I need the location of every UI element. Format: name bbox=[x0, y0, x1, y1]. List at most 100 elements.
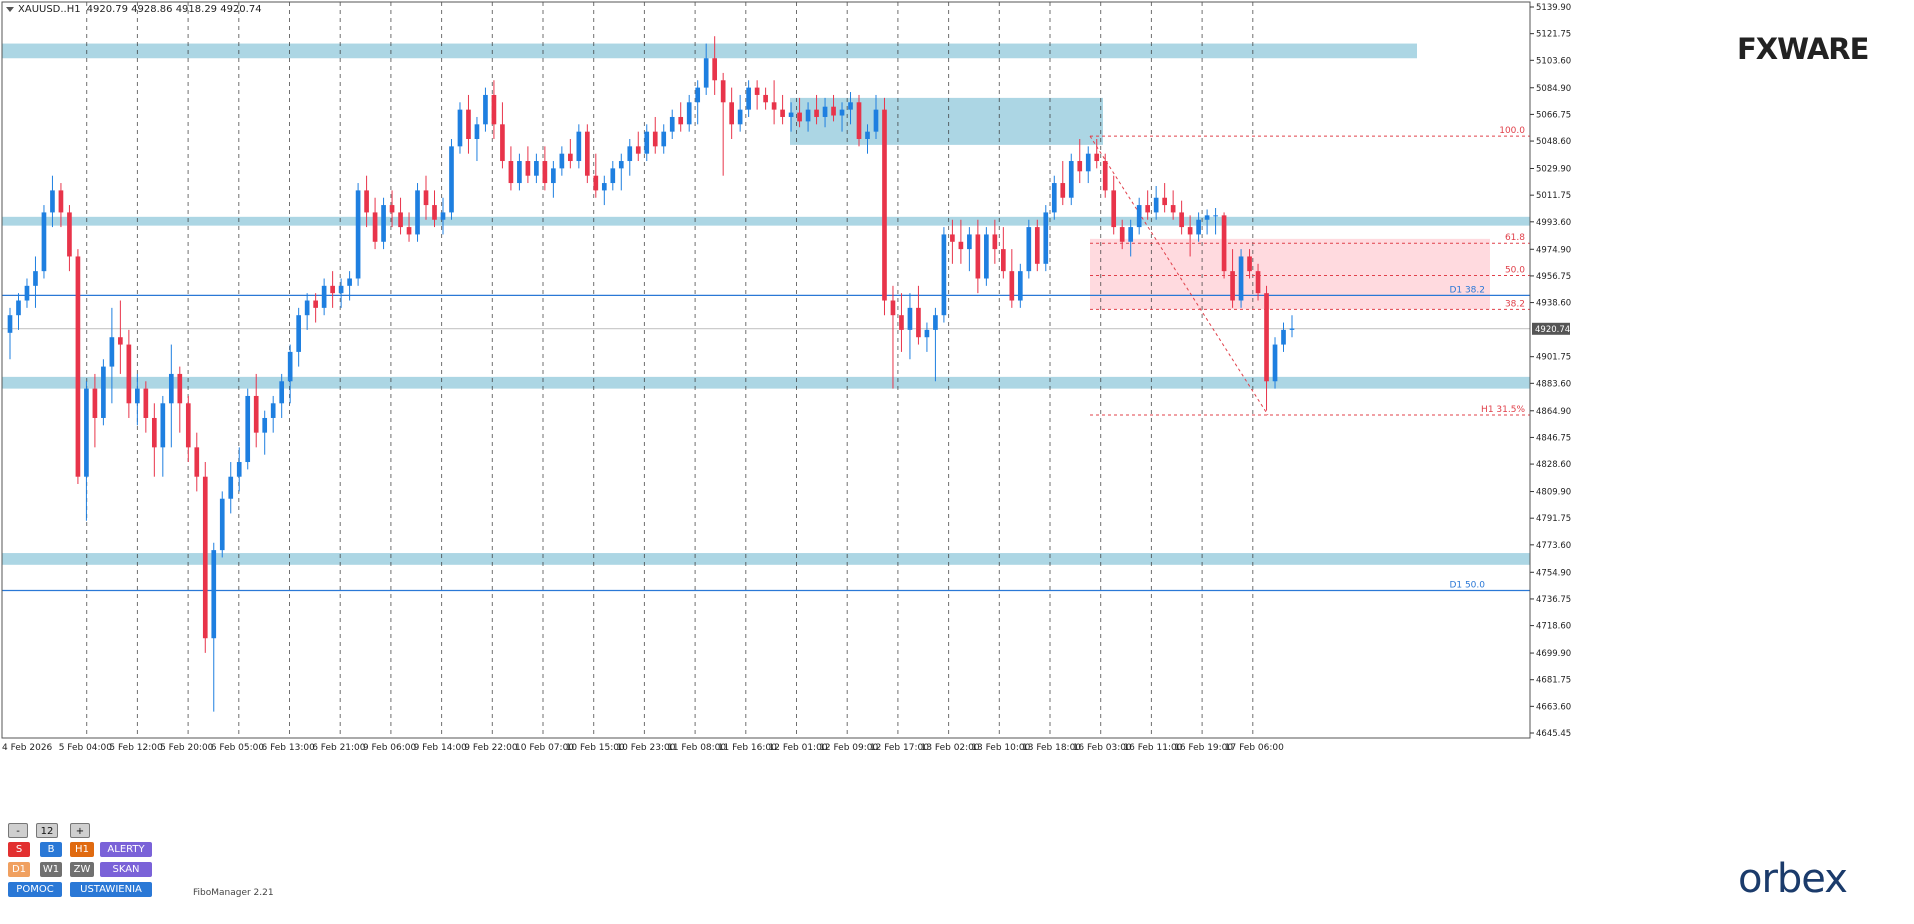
alerts-button[interactable]: ALERTY bbox=[100, 842, 152, 857]
candle-body-63 bbox=[542, 161, 548, 184]
h1-button[interactable]: H1 bbox=[70, 842, 94, 857]
fxware-logo: FXWARE bbox=[1737, 32, 1869, 66]
candle-body-54 bbox=[466, 109, 471, 139]
x-tick-label: 12 Feb 01:00 bbox=[769, 743, 828, 753]
y-tick-label: 4956.75 bbox=[1536, 272, 1571, 282]
scan-button[interactable]: SKAN bbox=[100, 862, 152, 877]
collapse-triangle-icon[interactable] bbox=[6, 6, 14, 12]
candle-body-84 bbox=[720, 80, 726, 103]
candle-body-15 bbox=[135, 388, 140, 404]
fib-level-label: 38.2 bbox=[1505, 299, 1525, 309]
decrease-button[interactable]: - bbox=[8, 823, 28, 838]
candle-body-59 bbox=[508, 161, 514, 184]
y-tick-label: 4681.75 bbox=[1536, 676, 1571, 686]
y-tick-label: 4883.60 bbox=[1536, 379, 1571, 389]
sell-button[interactable]: S bbox=[8, 842, 30, 857]
w1-button[interactable]: W1 bbox=[40, 862, 62, 877]
horizontal-line-label: D1 50.0 bbox=[1449, 581, 1485, 591]
candle-body-80 bbox=[686, 102, 692, 125]
candle-body-38 bbox=[330, 285, 335, 294]
candle-body-94 bbox=[805, 109, 811, 122]
x-tick-label: 12 Feb 17:00 bbox=[870, 743, 929, 753]
candle-body-135 bbox=[1153, 197, 1159, 213]
y-tick-label: 5048.60 bbox=[1536, 137, 1571, 147]
candle-body-144 bbox=[1230, 271, 1235, 301]
candle-body-104 bbox=[890, 300, 896, 316]
candle-body-99 bbox=[848, 102, 853, 110]
x-tick-label: 16 Feb 03:00 bbox=[1073, 743, 1132, 753]
x-tick-label: 9 Feb 06:00 bbox=[363, 743, 417, 753]
candle-body-51 bbox=[440, 212, 446, 220]
y-tick-label: 4736.75 bbox=[1536, 595, 1571, 605]
candle-body-34 bbox=[296, 315, 301, 352]
y-tick-label: 5121.75 bbox=[1536, 30, 1571, 40]
candle-body-148 bbox=[1264, 293, 1269, 382]
horizontal-line-label: D1 38.2 bbox=[1449, 285, 1485, 295]
candle-body-91 bbox=[780, 109, 785, 117]
candle-body-68 bbox=[584, 131, 590, 176]
candle-body-149 bbox=[1272, 344, 1278, 382]
d1-button[interactable]: D1 bbox=[8, 862, 30, 877]
axes-layer: 4 Feb 2026 5 Feb 04:005 Feb 12:005 Feb 20… bbox=[1, 1, 1571, 753]
fibo-manager-label: FiboManager 2.21 bbox=[193, 888, 274, 898]
candle-body-110 bbox=[941, 234, 947, 316]
candle-body-130 bbox=[1111, 190, 1117, 228]
zw-button[interactable]: ZW bbox=[70, 862, 94, 877]
candle-body-97 bbox=[831, 106, 836, 116]
candle-body-75 bbox=[644, 131, 650, 154]
plot-background bbox=[2, 2, 1530, 738]
x-tick-label: 4 Feb 2026 bbox=[2, 743, 53, 753]
current-price-label: 4920.74 bbox=[1535, 325, 1570, 335]
help-button[interactable]: POMOC bbox=[8, 882, 62, 897]
candle-body-56 bbox=[483, 94, 488, 125]
candle-body-35 bbox=[304, 300, 310, 316]
y-tick-label: 5139.90 bbox=[1536, 3, 1571, 13]
y-tick-label: 4645.45 bbox=[1536, 729, 1571, 739]
candle-body-101 bbox=[865, 131, 870, 139]
candle-body-138 bbox=[1179, 212, 1184, 228]
candle-body-90 bbox=[771, 102, 777, 110]
candle-body-17 bbox=[151, 417, 157, 448]
settings-button[interactable]: USTAWIENIA bbox=[70, 882, 152, 897]
y-tick-label: 4663.60 bbox=[1536, 702, 1571, 712]
candle-body-74 bbox=[635, 146, 641, 154]
candle-body-141 bbox=[1204, 215, 1210, 220]
y-tick-label: 5084.90 bbox=[1536, 84, 1571, 94]
candle-body-151 bbox=[1289, 328, 1295, 330]
candle-body-49 bbox=[423, 190, 429, 206]
candle-body-3 bbox=[33, 271, 38, 286]
value-field[interactable]: 12 bbox=[36, 823, 58, 838]
candle-body-140 bbox=[1196, 219, 1201, 235]
candle-body-98 bbox=[839, 109, 845, 116]
candle-body-26 bbox=[228, 476, 234, 499]
candle-body-109 bbox=[933, 315, 938, 330]
candle-body-117 bbox=[1001, 249, 1006, 272]
buy-button[interactable]: B bbox=[40, 842, 62, 857]
candle-body-61 bbox=[525, 161, 531, 176]
ohlc-readout: 4920.79 4928.86 4918.29 4920.74 bbox=[86, 4, 262, 15]
candle-body-125 bbox=[1068, 161, 1074, 198]
x-tick-label: 9 Feb 14:00 bbox=[414, 743, 468, 753]
candle-body-115 bbox=[984, 234, 989, 279]
candle-body-21 bbox=[185, 403, 191, 448]
candle-body-41 bbox=[355, 190, 361, 279]
candle-body-32 bbox=[279, 381, 285, 404]
y-tick-label: 4864.90 bbox=[1536, 407, 1571, 417]
y-tick-label: 4938.60 bbox=[1536, 299, 1571, 309]
candle-body-10 bbox=[92, 388, 98, 418]
x-tick-label: 6 Feb 13:00 bbox=[262, 743, 316, 753]
candle-body-133 bbox=[1136, 205, 1142, 228]
candle-body-134 bbox=[1145, 205, 1151, 213]
candle-body-7 bbox=[67, 212, 72, 257]
chart-header: XAUUSD..H1 4920.79 4928.86 4918.29 4920.7… bbox=[6, 4, 268, 15]
y-tick-label: 4846.75 bbox=[1536, 433, 1571, 443]
increase-button[interactable]: + bbox=[70, 823, 90, 838]
candle-body-79 bbox=[678, 116, 684, 125]
candle-body-19 bbox=[168, 373, 174, 404]
candle-body-46 bbox=[398, 212, 403, 228]
zone-4 bbox=[790, 97, 1103, 145]
candle-body-76 bbox=[652, 131, 658, 147]
candle-body-93 bbox=[797, 112, 802, 122]
